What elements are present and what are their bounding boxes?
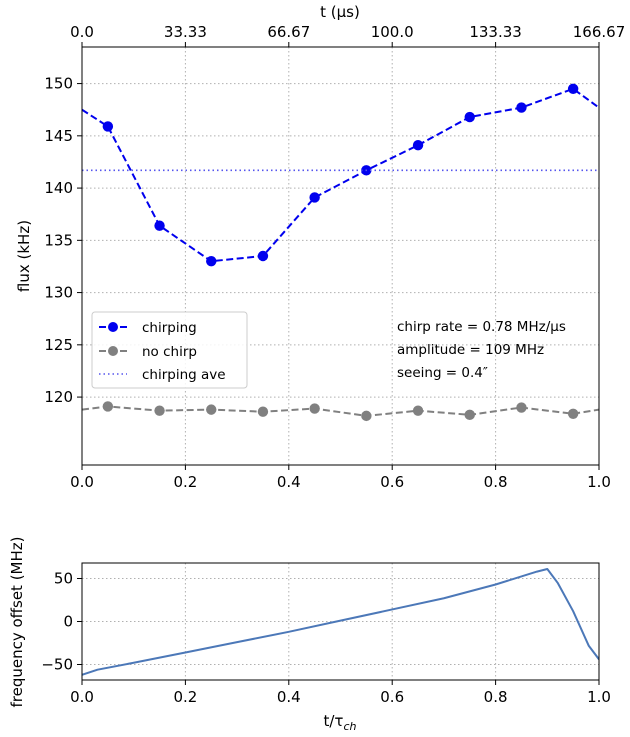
series-line-chirping (82, 87, 599, 263)
frequency-x-axis-label: t/τch (324, 712, 357, 733)
series-marker-no-chirp (567, 408, 579, 419)
series-marker-chirping (516, 102, 527, 113)
legend-marker-no-chirp (108, 346, 118, 356)
top-axis-tick-label: 0.0 (70, 23, 94, 41)
frequency-y-tick-label: −50 (41, 656, 73, 674)
flux-x-tick-label: 0.6 (380, 473, 404, 491)
annotation-seeing: seeing = 0.4″ (397, 365, 488, 381)
legend-marker-chirping (108, 322, 118, 332)
frequency-series (82, 568, 599, 676)
flux-x-tick-label: 0.8 (484, 473, 508, 491)
series-marker-chirping (309, 192, 320, 203)
series-marker-chirping (102, 121, 114, 132)
frequency-y-tick-label: 50 (54, 569, 73, 587)
flux-y-axis-label: flux (kHz) (15, 220, 33, 292)
top-axis-tick-label: 66.67 (267, 23, 310, 41)
frequency-x-tick-label: 0.8 (484, 688, 508, 706)
flux-series (82, 83, 599, 422)
series-marker-no-chirp (516, 402, 527, 413)
flux-y-tick-label: 120 (44, 388, 73, 406)
series-line-no-chirp (82, 405, 599, 417)
frequency-y-axis-label: frequency offset (MHz) (8, 536, 26, 707)
series-marker-chirping (154, 220, 165, 231)
legend-label-no-chirp: no chirp (142, 344, 197, 360)
flux-panel: 0.0 0.2 0.4 0.6 0.8 1.0 0.0 33.33 66.67 100.0 133.… (15, 3, 625, 491)
series-marker-chirping (257, 250, 269, 262)
series-marker-no-chirp (102, 401, 114, 412)
x-label-main: t/τ (324, 712, 344, 730)
series-line-frequency-offset (82, 568, 599, 676)
series-marker-no-chirp (154, 405, 165, 416)
flux-y-tick-label: 135 (44, 231, 73, 249)
annotation-amplitude: amplitude = 109 MHz (397, 342, 544, 358)
top-axis-label: t (μs) (320, 3, 360, 21)
legend-label-chirping: chirping (142, 320, 197, 336)
frequency-x-tick-label: 0.2 (173, 688, 197, 706)
flux-plot-frame (81, 46, 600, 466)
x-label-subscript: ch (343, 720, 356, 733)
flux-y-tick-label: 140 (44, 179, 73, 197)
frequency-series-clip (82, 568, 599, 676)
frequency-panel: 0.0 0.2 0.4 0.6 0.8 1.0 −50 0 50 frequency offse… (8, 536, 611, 733)
frequency-y-tick-label: 0 (63, 613, 73, 631)
series-marker-no-chirp (464, 409, 475, 421)
flux-x-tick-label: 0.0 (70, 473, 94, 491)
flux-y-tick-label: 125 (44, 336, 73, 354)
frequency-x-tick-label: 0.0 (70, 688, 94, 706)
series-marker-no-chirp (361, 410, 372, 422)
series-marker-no-chirp (206, 404, 217, 415)
flux-y-tick-label: 130 (44, 284, 73, 302)
series-marker-chirping (206, 256, 217, 267)
frequency-x-tick-label: 0.6 (380, 688, 404, 706)
annotation-chirp-rate: chirp rate = 0.78 MHz/μs (397, 319, 566, 335)
series-marker-no-chirp (412, 405, 424, 416)
flux-legend: chirping no chirp chirping ave (91, 311, 248, 389)
flux-series-clip (82, 83, 599, 422)
top-axis-tick-label: 33.33 (164, 23, 207, 41)
legend-box (91, 311, 248, 389)
series-marker-chirping (567, 83, 579, 95)
top-axis-tick-label: 166.67 (573, 23, 626, 41)
series-marker-no-chirp (309, 403, 320, 414)
flux-ticks: 0.0 0.2 0.4 0.6 0.8 1.0 0.0 33.33 66.67 100.0 133.… (44, 23, 625, 491)
top-axis-tick-label: 100.0 (371, 23, 414, 41)
top-axis-tick-label: 133.33 (469, 23, 522, 41)
frequency-x-tick-label: 1.0 (587, 688, 611, 706)
series-marker-chirping (464, 111, 475, 123)
flux-y-tick-label: 145 (44, 127, 73, 145)
flux-x-tick-label: 0.2 (173, 473, 197, 491)
legend-label-chirping-ave: chirping ave (142, 367, 226, 383)
frequency-ticks: 0.0 0.2 0.4 0.6 0.8 1.0 −50 0 50 (41, 569, 611, 706)
flux-x-tick-label: 1.0 (587, 473, 611, 491)
series-marker-no-chirp (257, 406, 269, 417)
series-marker-chirping (412, 140, 424, 151)
frequency-x-tick-label: 0.4 (277, 688, 301, 706)
flux-x-tick-label: 0.4 (277, 473, 301, 491)
flux-y-tick-label: 150 (44, 75, 73, 93)
